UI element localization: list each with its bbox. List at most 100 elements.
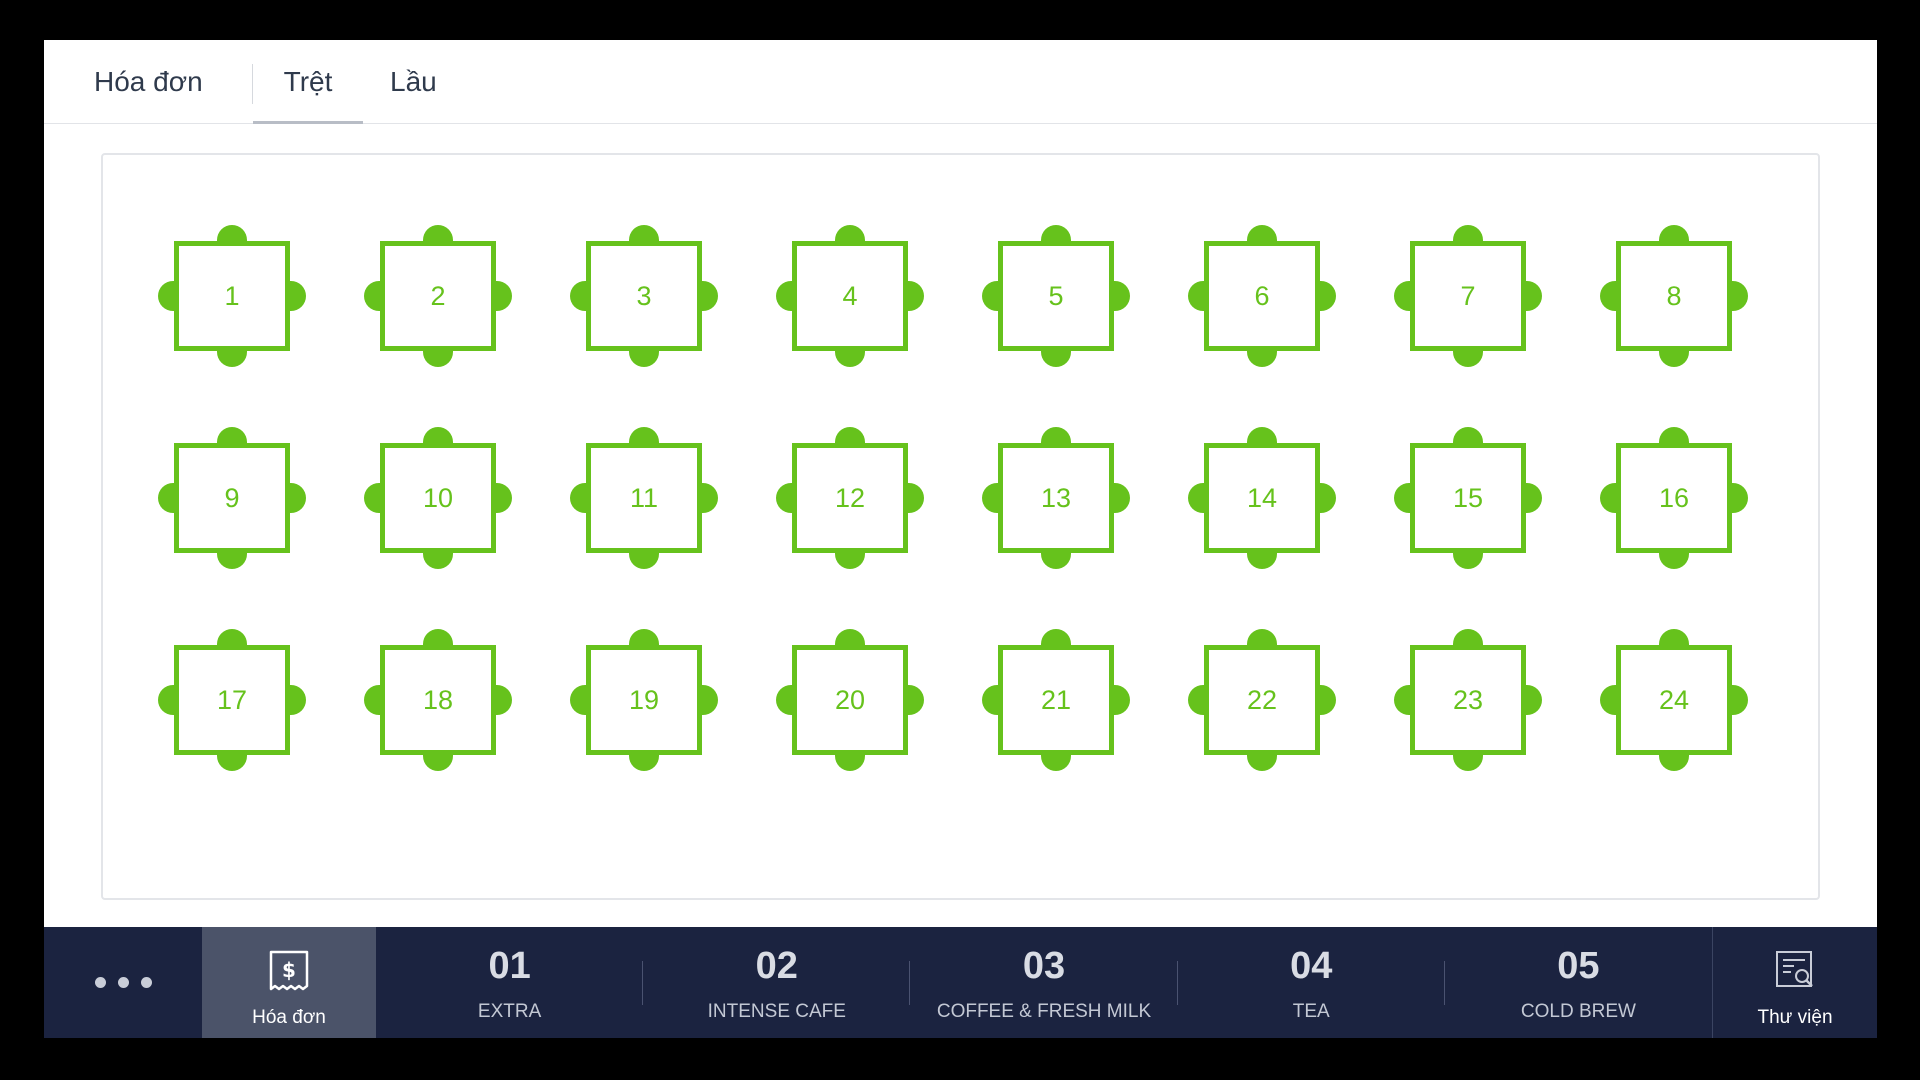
category-name: TEA — [1292, 1001, 1330, 1022]
tab-ground-floor[interactable]: Trệt — [253, 40, 363, 124]
category-04[interactable]: 04 TEA — [1178, 927, 1445, 1038]
chair-bottom — [629, 351, 659, 367]
table-box: 18 — [380, 645, 496, 755]
table-16[interactable]: 16 — [1600, 427, 1748, 569]
table-number: 6 — [1254, 280, 1270, 311]
invoice-button[interactable]: $ Hóa đơn — [202, 927, 376, 1038]
table-22[interactable]: 22 — [1188, 629, 1336, 771]
table-number: 12 — [834, 482, 866, 513]
table-number: 7 — [1460, 280, 1476, 311]
table-box: 8 — [1616, 241, 1732, 351]
table-number: 4 — [842, 280, 858, 311]
chair-left — [570, 483, 586, 513]
chair-right — [1114, 483, 1130, 513]
chair-top — [1453, 629, 1483, 645]
chair-bottom — [1453, 351, 1483, 367]
tab-upstairs[interactable]: Lầu — [390, 66, 437, 97]
category-05[interactable]: 05 COLD BREW — [1445, 927, 1712, 1038]
table-number: 20 — [834, 684, 866, 715]
table-box: 24 — [1616, 645, 1732, 755]
chair-top — [629, 225, 659, 241]
category-01[interactable]: 01 EXTRA — [376, 927, 644, 1038]
table-box: 6 — [1204, 241, 1320, 351]
tab-invoice[interactable]: Hóa đơn — [94, 66, 203, 97]
category-03[interactable]: 03 COFFEE & FRESH MILK — [910, 927, 1178, 1038]
chair-right — [1320, 483, 1336, 513]
chair-right — [1320, 281, 1336, 311]
table-box: 16 — [1616, 443, 1732, 553]
table-18[interactable]: 18 — [364, 629, 512, 771]
table-box: 17 — [174, 645, 290, 755]
category-name: COLD BREW — [1520, 1001, 1636, 1022]
table-21[interactable]: 21 — [982, 629, 1130, 771]
chair-top — [1453, 225, 1483, 241]
table-23[interactable]: 23 — [1394, 629, 1542, 771]
chair-bottom — [835, 553, 865, 569]
chair-right — [1732, 281, 1748, 311]
chair-bottom — [1247, 351, 1277, 367]
chair-left — [982, 483, 998, 513]
table-13[interactable]: 13 — [982, 427, 1130, 569]
chair-top — [1041, 427, 1071, 443]
chair-left — [1394, 483, 1410, 513]
chair-top — [1041, 225, 1071, 241]
chair-right — [496, 685, 512, 715]
chair-bottom — [1247, 755, 1277, 771]
library-button[interactable]: Thư viện — [1712, 927, 1877, 1038]
table-3[interactable]: 3 — [570, 225, 718, 367]
table-number: 14 — [1246, 482, 1278, 513]
table-box: 13 — [998, 443, 1114, 553]
table-4[interactable]: 4 — [776, 225, 924, 367]
table-number: 24 — [1658, 684, 1690, 715]
chair-right — [290, 281, 306, 311]
table-5[interactable]: 5 — [982, 225, 1130, 367]
table-number: 1 — [224, 280, 240, 311]
ellipsis-icon — [94, 977, 152, 988]
table-box: 1 — [174, 241, 290, 351]
chair-top — [1247, 225, 1277, 241]
chair-top — [1659, 427, 1689, 443]
table-number: 10 — [422, 482, 454, 513]
table-box: 5 — [998, 241, 1114, 351]
table-15[interactable]: 15 — [1394, 427, 1542, 569]
table-box: 9 — [174, 443, 290, 553]
category-name: EXTRA — [477, 1001, 542, 1022]
table-6[interactable]: 6 — [1188, 225, 1336, 367]
table-17[interactable]: 17 — [158, 629, 306, 771]
table-number: 15 — [1452, 482, 1484, 513]
table-9[interactable]: 9 — [158, 427, 306, 569]
table-24[interactable]: 24 — [1600, 629, 1748, 771]
table-1[interactable]: 1 — [158, 225, 306, 367]
category-02[interactable]: 02 INTENSE CAFE — [643, 927, 911, 1038]
chair-top — [629, 629, 659, 645]
table-19[interactable]: 19 — [570, 629, 718, 771]
table-11[interactable]: 11 — [570, 427, 718, 569]
chair-bottom — [217, 351, 247, 367]
table-14[interactable]: 14 — [1188, 427, 1336, 569]
chair-left — [982, 281, 998, 311]
svg-text:$: $ — [282, 958, 296, 982]
chair-left — [158, 483, 174, 513]
chair-top — [423, 629, 453, 645]
table-20[interactable]: 20 — [776, 629, 924, 771]
receipt-dollar-icon: $ — [269, 950, 309, 991]
chair-left — [1188, 483, 1204, 513]
chair-left — [158, 685, 174, 715]
chair-right — [496, 483, 512, 513]
category-divider — [909, 961, 911, 1005]
chair-left — [570, 685, 586, 715]
table-2[interactable]: 2 — [364, 225, 512, 367]
table-12[interactable]: 12 — [776, 427, 924, 569]
more-button[interactable] — [44, 927, 202, 1038]
table-10[interactable]: 10 — [364, 427, 512, 569]
table-8[interactable]: 8 — [1600, 225, 1748, 367]
chair-top — [1247, 629, 1277, 645]
table-7[interactable]: 7 — [1394, 225, 1542, 367]
chair-bottom — [835, 755, 865, 771]
chair-right — [908, 483, 924, 513]
chair-right — [1114, 281, 1130, 311]
chair-bottom — [1041, 553, 1071, 569]
table-number: 2 — [430, 280, 446, 311]
chair-left — [1188, 281, 1204, 311]
chair-top — [1659, 225, 1689, 241]
